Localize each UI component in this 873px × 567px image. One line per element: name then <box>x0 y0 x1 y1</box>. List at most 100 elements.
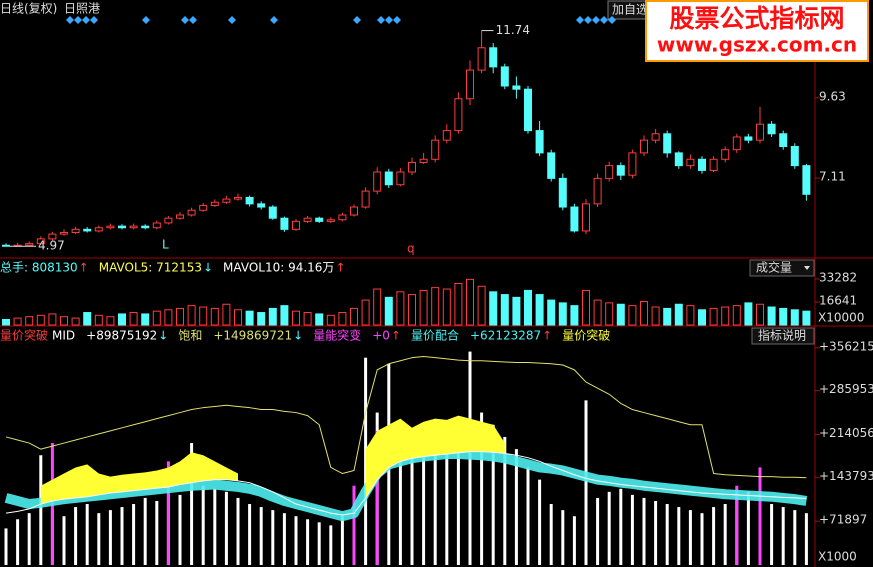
indicator-title: 量价突破 <box>0 328 48 343</box>
volume-bar <box>419 289 428 326</box>
volume-bar <box>71 317 80 326</box>
volume-bar <box>500 294 509 326</box>
candle-body <box>210 201 219 206</box>
volume-bar <box>466 278 474 326</box>
signal-diamond <box>576 16 584 24</box>
volume-bar <box>361 299 370 326</box>
volume-bar <box>2 318 10 326</box>
legend-entry: 量能突变 <box>313 328 361 343</box>
volume-bar <box>410 455 414 565</box>
candle-body <box>152 222 161 229</box>
volume-bar <box>129 312 138 326</box>
legend-entry: +89875192 <box>86 329 157 343</box>
volume-bar <box>268 307 277 326</box>
signal-diamond <box>385 16 393 24</box>
candle-body <box>651 133 660 141</box>
volume-bar <box>480 412 484 565</box>
signal-diamond <box>142 16 150 24</box>
volume-bar <box>456 424 460 565</box>
volume-bar <box>526 467 530 565</box>
volume-bar <box>477 285 486 326</box>
volume-bar <box>605 302 614 326</box>
volume-bar <box>723 504 727 565</box>
help-button-frame[interactable] <box>751 327 815 345</box>
candle-body <box>744 136 753 141</box>
volume-bar <box>350 307 358 326</box>
period-label: 日线(复权) <box>0 2 57 16</box>
candle-body <box>605 165 614 179</box>
y-tick-label: +285953 <box>819 382 873 396</box>
volume-bar <box>709 307 718 326</box>
candle-body <box>176 214 184 219</box>
legend-arrow: ↑ <box>391 329 401 343</box>
volume-bar <box>60 316 68 326</box>
volume-bar <box>248 504 252 565</box>
volume-bar <box>4 528 8 565</box>
volume-bar <box>607 491 611 565</box>
volume-bar <box>503 436 507 565</box>
legend-entry: MID <box>52 329 75 343</box>
candle-body <box>129 225 138 229</box>
candle-body <box>756 123 764 141</box>
volume-menu[interactable]: 成交量 <box>756 260 792 275</box>
volume-bar <box>570 305 579 326</box>
volume-bar <box>187 305 196 326</box>
signal-diamond <box>181 16 189 24</box>
volume-bar <box>663 307 672 326</box>
candle-body <box>222 198 231 203</box>
volume-bar <box>677 507 681 565</box>
candle-body <box>25 243 34 246</box>
volume-bar <box>190 443 194 565</box>
volume-bar <box>178 494 182 565</box>
volume-bar <box>779 307 788 326</box>
help-button[interactable]: 指标说明 <box>758 328 806 343</box>
watermark-title: 股票公式指标网 <box>669 4 844 33</box>
volume-bar <box>770 504 774 565</box>
dropdown-arrow[interactable] <box>804 266 810 270</box>
legend-arrow: ↑ <box>79 261 89 275</box>
volume-bar <box>561 510 565 565</box>
volume-bar <box>445 430 449 565</box>
surge-bar <box>352 485 356 565</box>
signal-diamond <box>608 16 616 24</box>
volume-bar <box>512 296 521 326</box>
y-tick-label: 9.63 <box>819 89 846 103</box>
volume-bar <box>120 507 124 565</box>
signal-mark: L <box>162 238 169 252</box>
stock-name: 日照港 <box>64 2 100 16</box>
candle-body <box>48 233 57 240</box>
low-label: 4.97 <box>38 239 65 253</box>
candle-body <box>767 123 776 135</box>
candle-body <box>524 88 532 132</box>
volume-bar <box>596 497 600 565</box>
volume-bar <box>94 314 103 326</box>
volume-unit: X10000 <box>818 311 864 325</box>
volume-bar <box>793 510 797 565</box>
volume-bar <box>535 294 544 326</box>
volume-bar <box>259 507 263 565</box>
volume-bar <box>294 516 298 565</box>
volume-bar <box>756 303 764 326</box>
volume-bar <box>199 306 208 326</box>
volume-bar <box>422 449 426 565</box>
volume-bar <box>222 303 231 326</box>
candle-body <box>257 203 266 208</box>
surge-bar <box>375 430 379 565</box>
candle-body <box>547 152 556 179</box>
high-label: 11.74 <box>496 23 530 37</box>
candle-body <box>315 217 324 222</box>
legend-entry: +0 <box>372 329 390 343</box>
candle-body <box>396 171 405 186</box>
candle-body <box>373 171 382 192</box>
volume-bar <box>442 288 451 326</box>
volume-bar <box>210 307 219 326</box>
volume-bar <box>674 303 683 326</box>
candle-body <box>512 85 521 90</box>
candle-body <box>802 165 811 195</box>
watermark-box <box>645 0 869 62</box>
volume-bar <box>767 306 776 326</box>
add-button[interactable]: 加自选 <box>612 3 648 17</box>
volume-menu-frame[interactable] <box>749 259 815 277</box>
